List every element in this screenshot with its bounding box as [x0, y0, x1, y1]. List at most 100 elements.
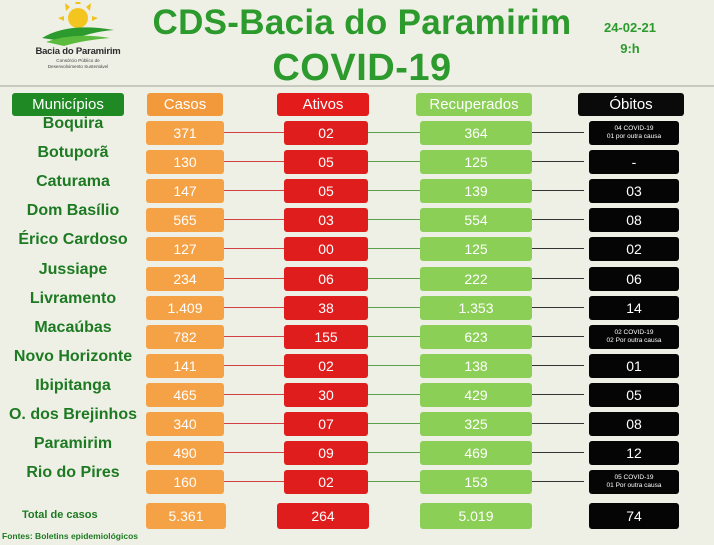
connector-line: [220, 248, 286, 249]
table-row: Paramirim 490 09 469 12: [0, 435, 714, 465]
recuperados-cell: 139: [420, 179, 532, 203]
casos-cell: 147: [146, 179, 224, 203]
connector-line: [366, 307, 422, 308]
connector-line: [220, 307, 286, 308]
column-header-municipios: Municípios: [12, 93, 124, 116]
ativos-cell: 30: [284, 383, 368, 407]
casos-cell: 340: [146, 412, 224, 436]
table-row: Dom Basílio 565 03 554 08: [0, 202, 714, 232]
connector-line: [366, 161, 422, 162]
municipio-name: Rio do Pires: [26, 464, 120, 481]
recuperados-cell: 325: [420, 412, 532, 436]
connector-line: [528, 278, 584, 279]
source-note: Fontes: Boletins epidemiológicos: [2, 531, 139, 541]
connector-line: [528, 248, 584, 249]
connector-line: [528, 365, 584, 366]
obitos-cell: 08: [589, 208, 679, 232]
table-row: Boquira 371 02 364 04 COVID-19 01 por outra c…: [0, 115, 714, 145]
column-header-ativos: Ativos: [277, 93, 369, 116]
recuperados-cell: 125: [420, 150, 532, 174]
connector-line: [528, 219, 584, 220]
ativos-cell: 02: [284, 354, 368, 378]
connector-line: [528, 307, 584, 308]
connector-line: [220, 365, 286, 366]
recuperados-cell: 1.353: [420, 296, 532, 320]
ativos-cell: 05: [284, 179, 368, 203]
municipio-name: Érico Cardoso: [18, 231, 128, 248]
recuperados-cell: 554: [420, 208, 532, 232]
ativos-cell: 06: [284, 267, 368, 291]
obitos-cell: -: [589, 150, 679, 174]
municipio-name: Ibipitanga: [35, 377, 111, 394]
obitos-cell: 12: [589, 441, 679, 465]
connector-line: [220, 132, 286, 133]
casos-cell: 127: [146, 237, 224, 261]
table-row: Rio do Pires 160 02 153 05 COVID-19 01 Por ou…: [0, 464, 714, 494]
ativos-cell: 02: [284, 470, 368, 494]
total-ativos: 264: [277, 503, 369, 529]
municipio-name: Jussiape: [38, 261, 108, 278]
total-obitos: 74: [589, 503, 679, 529]
sun-logo-icon: [42, 2, 114, 46]
municipio-name: Novo Horizonte: [13, 348, 133, 365]
connector-line: [528, 336, 584, 337]
table-row: Botuporã 130 05 125 -: [0, 144, 714, 174]
connector-line: [528, 132, 584, 133]
connector-line: [366, 481, 422, 482]
obitos-cell: 04 COVID-19 01 por outra causa: [589, 121, 679, 145]
municipio-name: O. dos Brejinhos: [8, 406, 137, 423]
recuperados-cell: 623: [420, 325, 532, 349]
report-date: 24-02-21: [603, 20, 657, 35]
connector-line: [528, 481, 584, 482]
logo-subtitle-line: Consórcio Público de: [56, 58, 100, 63]
casos-cell: 234: [146, 267, 224, 291]
connector-line: [528, 190, 584, 191]
ativos-cell: 09: [284, 441, 368, 465]
recuperados-cell: 222: [420, 267, 532, 291]
logo-name: Bacia do Paramirim: [35, 46, 121, 57]
obitos-detail-line: 04 COVID-19: [614, 125, 654, 132]
casos-cell: 160: [146, 470, 224, 494]
casos-cell: 565: [146, 208, 224, 232]
table-row: Livramento 1.409 38 1.353 14: [0, 290, 714, 320]
connector-line: [528, 423, 584, 424]
table-row: Ibipitanga 465 30 429 05: [0, 377, 714, 407]
table-row: Macaúbas 782 155 623 02 COVID-19 02 Por outra…: [0, 319, 714, 349]
connector-line: [366, 336, 422, 337]
casos-cell: 782: [146, 325, 224, 349]
municipio-name: Botuporã: [37, 144, 109, 161]
obitos-detail-line: 01 por outra causa: [606, 133, 662, 140]
table-row: Érico Cardoso 127 00 125 02: [0, 231, 714, 261]
municipio-name: Livramento: [29, 290, 117, 307]
obitos-detail-line: 02 COVID-19: [614, 329, 654, 336]
connector-line: [366, 248, 422, 249]
logo-subtitle-line: Desenvolvimento Sustentável: [47, 63, 109, 69]
connector-line: [220, 336, 286, 337]
connector-line: [528, 452, 584, 453]
municipio-name: Caturama: [36, 173, 110, 190]
casos-cell: 465: [146, 383, 224, 407]
connector-line: [366, 219, 422, 220]
column-header-casos: Casos: [147, 93, 223, 116]
connector-line: [220, 423, 286, 424]
connector-line: [366, 278, 422, 279]
connector-line: [366, 423, 422, 424]
connector-line: [366, 365, 422, 366]
obitos-cell: 02 COVID-19 02 Por outra causa: [589, 325, 679, 349]
recuperados-cell: 153: [420, 470, 532, 494]
connector-line: [366, 452, 422, 453]
casos-cell: 141: [146, 354, 224, 378]
obitos-cell: 05 COVID-19 01 Por outra causa: [589, 470, 679, 494]
connector-line: [220, 161, 286, 162]
ativos-cell: 05: [284, 150, 368, 174]
municipio-name: Boquira: [42, 115, 104, 132]
page-subtitle: COVID-19: [272, 47, 452, 89]
obitos-cell: 05: [589, 383, 679, 407]
obitos-cell: 02: [589, 237, 679, 261]
recuperados-cell: 469: [420, 441, 532, 465]
page-title: CDS-Bacia do Paramirim: [152, 3, 572, 42]
connector-line: [220, 190, 286, 191]
connector-line: [366, 190, 422, 191]
connector-line: [366, 394, 422, 395]
connector-line: [528, 394, 584, 395]
